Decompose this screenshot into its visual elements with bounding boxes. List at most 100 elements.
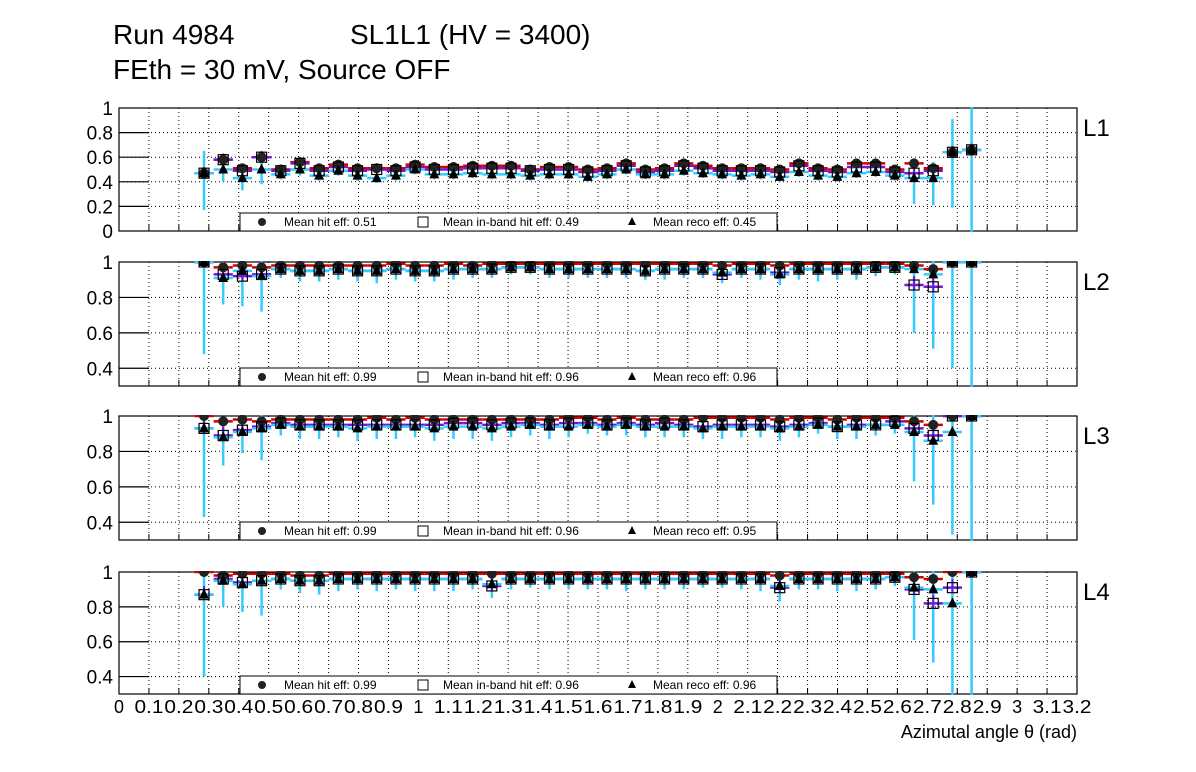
- reco-eff-point: [525, 261, 536, 272]
- reco-eff-point: [199, 422, 210, 433]
- reco-eff-point: [602, 420, 613, 431]
- reco-eff-point: [390, 420, 401, 431]
- reco-eff-point: [659, 420, 670, 431]
- reco-eff-point: [563, 263, 574, 274]
- x-tick-label: 0.6: [284, 697, 313, 717]
- reco-eff-point: [371, 172, 382, 183]
- reco-eff-point: [909, 581, 920, 592]
- hit-eff-point: [909, 158, 920, 169]
- reco-eff-point: [659, 168, 670, 179]
- reco-eff-point: [889, 169, 900, 180]
- panel-l4: 0.4 0.6 0.8 1 L4 Mean hit eff: 0.99 Mean in-ba…: [87, 563, 1110, 695]
- x-tick-label: 3.2: [1063, 697, 1092, 717]
- x-tick-label: 1.2: [464, 697, 493, 717]
- hit-eff-point: [928, 163, 939, 174]
- reco-eff-point: [813, 418, 824, 429]
- reco-eff-point: [736, 263, 747, 274]
- hit-eff-point: [659, 415, 670, 425]
- reco-eff-point: [774, 422, 785, 433]
- y-tick-label: 0.8: [87, 124, 113, 145]
- reco-eff-point: [640, 420, 651, 431]
- y-tick-label: 0: [102, 222, 113, 243]
- reco-eff-point: [851, 572, 862, 583]
- y-tick-label: 0.8: [87, 442, 113, 463]
- hit-eff-point: [467, 415, 478, 425]
- y-tick-label: 0.6: [87, 633, 113, 654]
- reco-eff-point: [525, 169, 536, 180]
- reco-eff-point: [390, 572, 401, 583]
- legend-hit-label: Mean hit eff: 0.51: [284, 215, 377, 229]
- data-layer: [194, 107, 982, 232]
- reco-eff-point: [793, 420, 804, 431]
- legend-box: [239, 367, 778, 387]
- reco-eff-point: [659, 263, 670, 274]
- x-tick-label: 2: [713, 697, 723, 717]
- layer-label: L2: [1083, 269, 1110, 296]
- reco-eff-point: [429, 264, 440, 275]
- reco-eff-point: [870, 261, 881, 272]
- x-tick-label: 1.5: [554, 697, 583, 717]
- legend-hit-label: Mean hit eff: 0.99: [284, 370, 377, 384]
- run-title: Run 4984: [113, 19, 234, 50]
- reco-eff-point: [697, 572, 708, 583]
- reco-eff-point: [506, 168, 517, 179]
- legend-inband-label: Mean in-band hit eff: 0.49: [443, 215, 579, 229]
- reco-eff-point: [563, 572, 574, 583]
- reco-eff-point: [832, 170, 843, 181]
- reco-eff-point: [371, 264, 382, 275]
- legend: Mean hit eff: 0.99 Mean in-band hit eff: …: [239, 675, 778, 695]
- hit-eff-point: [870, 158, 881, 169]
- reco-eff-point: [544, 168, 555, 179]
- hit-eff-point: [774, 571, 785, 581]
- reco-eff-point: [410, 163, 421, 174]
- reco-eff-point: [352, 572, 363, 583]
- inband-eff-point: [927, 281, 939, 293]
- hit-eff-point: [237, 163, 248, 174]
- hit-eff-point: [237, 415, 248, 425]
- reco-eff-point: [832, 263, 843, 274]
- hit-eff-point: [371, 415, 382, 423]
- reco-eff-point: [218, 431, 229, 442]
- hit-eff-point: [851, 415, 862, 423]
- inband-eff-point: [198, 261, 210, 268]
- reco-eff-point: [813, 263, 824, 274]
- inband-eff-point: [946, 582, 959, 594]
- reco-eff-point: [717, 572, 728, 583]
- reco-eff-point: [947, 425, 958, 436]
- legend: Mean hit eff: 0.51 Mean in-band hit eff: …: [239, 212, 778, 232]
- x-tick-label: 1.7: [613, 697, 642, 717]
- conditions-title: FEth = 30 mV, Source OFF: [113, 54, 450, 85]
- reco-eff-point: [275, 168, 286, 179]
- reco-eff-point: [294, 420, 305, 431]
- legend-inband-marker: [417, 679, 429, 691]
- x-tick-label: 1.8: [643, 697, 672, 717]
- legend-hit-marker: [258, 373, 266, 381]
- y-tick-label: 1: [102, 99, 113, 120]
- reco-eff-point: [544, 572, 555, 583]
- reco-eff-point: [736, 420, 747, 431]
- x-tick-label: 1.4: [524, 697, 553, 717]
- reco-eff-point: [333, 263, 344, 274]
- reco-eff-point: [275, 418, 286, 429]
- hit-eff-point: [947, 415, 958, 421]
- legend-inband-label: Mean in-band hit eff: 0.96: [443, 678, 579, 692]
- reco-eff-point: [218, 574, 229, 585]
- reco-eff-point: [947, 146, 958, 157]
- x-tick-label: 2.8: [943, 697, 972, 717]
- x-tick-label: 1.1: [434, 697, 463, 717]
- hit-eff-point: [199, 415, 210, 421]
- inband-eff-point: [908, 279, 920, 291]
- reco-eff-point: [736, 572, 747, 583]
- panel-l3: 0.4 0.6 0.8 1 L3 Mean hit eff: 0.99 Mean in-ba…: [87, 407, 1110, 541]
- x-tick-label: 0: [114, 697, 124, 717]
- reco-eff-point: [697, 167, 708, 178]
- reco-eff-point: [467, 572, 478, 583]
- reco-eff-point: [697, 422, 708, 433]
- reco-eff-point: [352, 169, 363, 180]
- reco-eff-point: [928, 434, 939, 445]
- hit-eff-point: [755, 415, 766, 423]
- x-tick-label: 1: [413, 697, 423, 717]
- legend-reco-label: Mean reco eff: 0.95: [653, 524, 757, 538]
- reco-eff-point: [563, 420, 574, 431]
